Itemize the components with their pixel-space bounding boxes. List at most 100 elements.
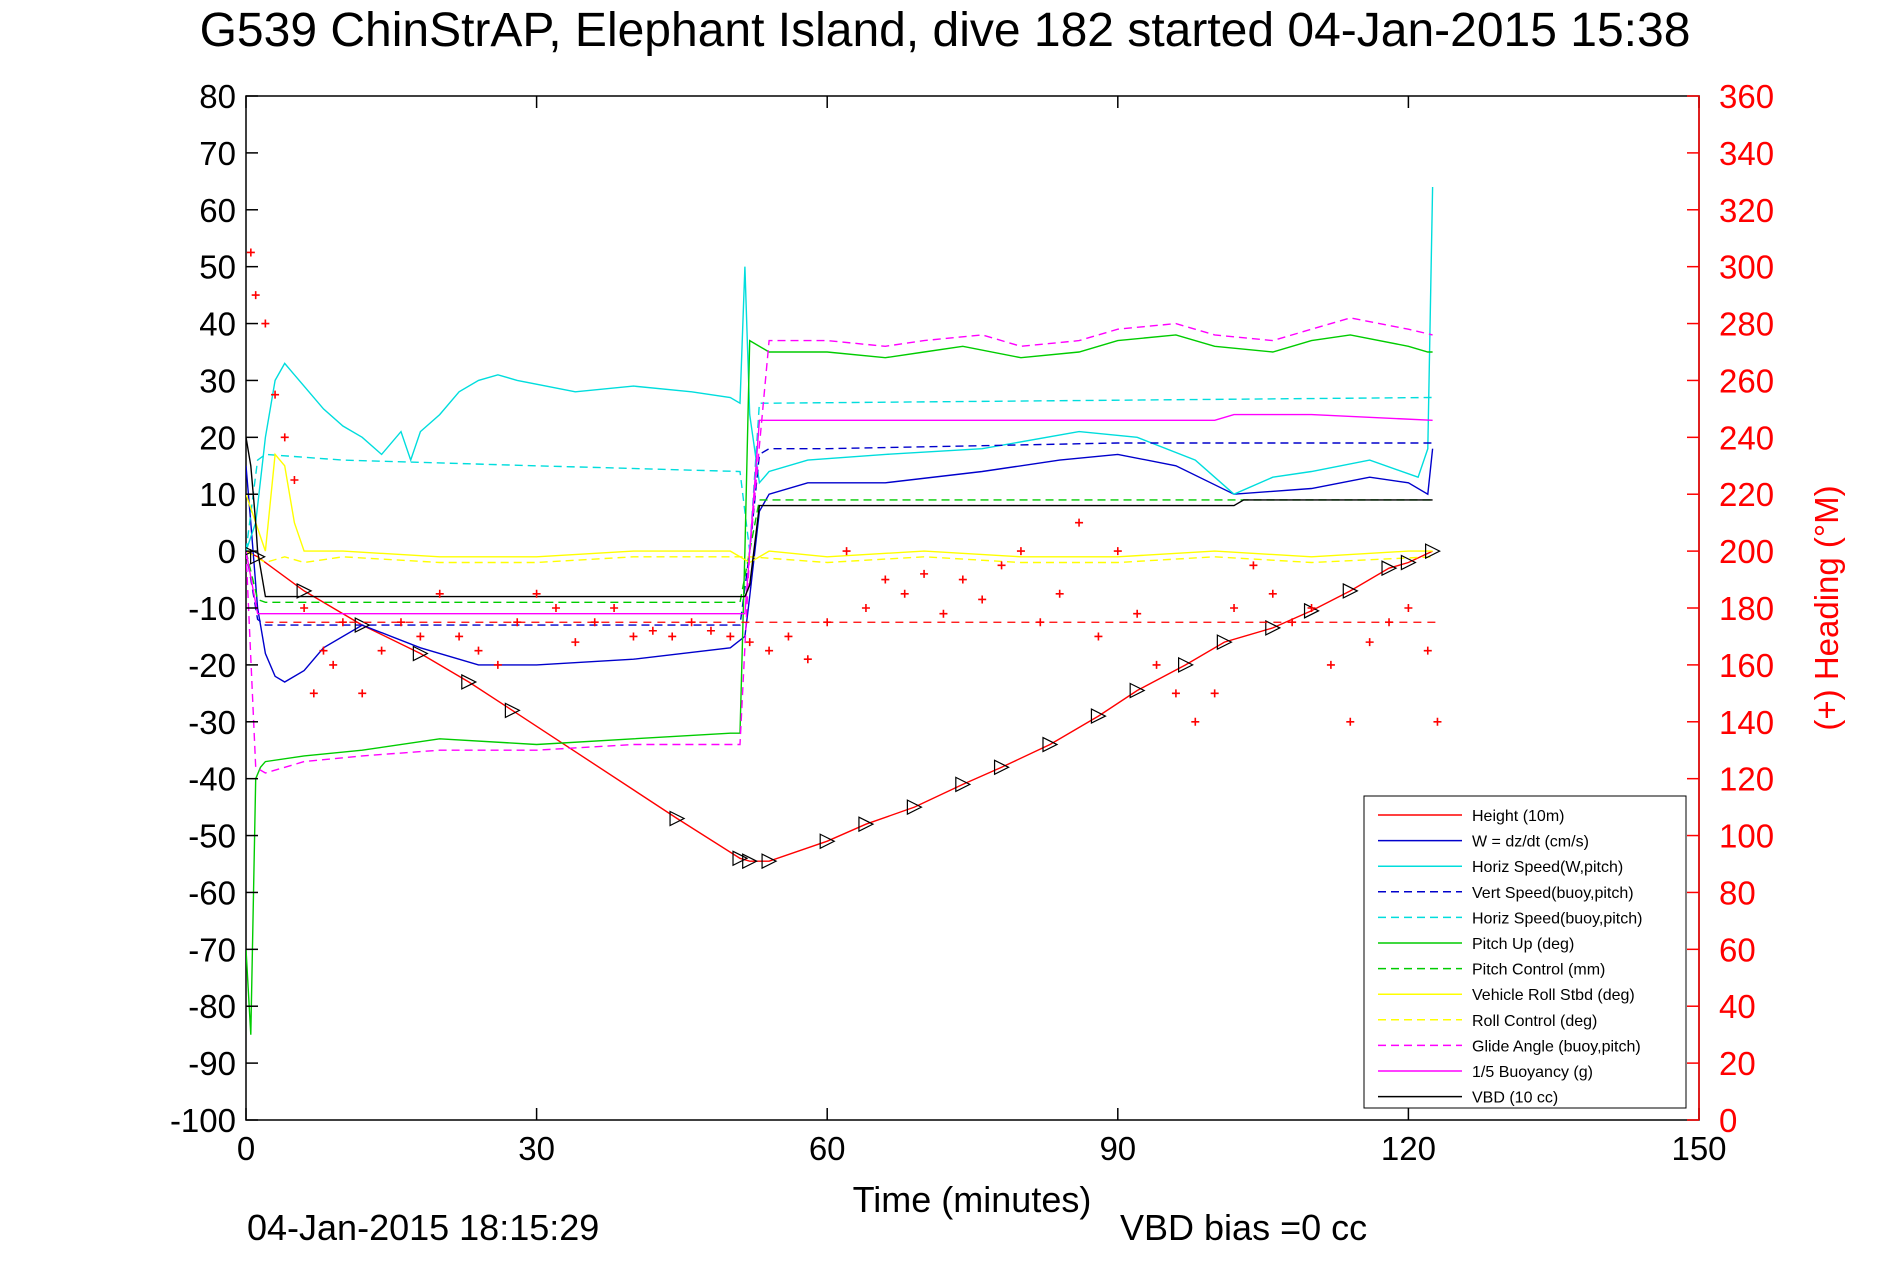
heading-point: [1210, 689, 1219, 698]
y-right-tick-label: 280: [1719, 306, 1774, 343]
y-right-tick-label: 340: [1719, 135, 1774, 172]
chart-title: G539 ChinStrAP, Elephant Island, dive 18…: [200, 4, 1691, 57]
legend-label: Pitch Up (deg): [1472, 936, 1574, 953]
heading-point: [571, 638, 580, 647]
series-pitch-up-deg: [246, 334, 1433, 1035]
height-marker: [858, 816, 875, 833]
height-marker: [993, 759, 1010, 776]
x-tick-label: 30: [518, 1130, 555, 1167]
x-tick-label: 150: [1671, 1130, 1726, 1167]
heading-point: [377, 646, 386, 655]
heading-point: [1404, 604, 1413, 612]
legend-label: W = dz/dt (cm/s): [1472, 834, 1589, 851]
heading-point: [1133, 609, 1142, 618]
y-tick-label: 50: [199, 249, 236, 286]
y-tick-label: -30: [188, 704, 236, 741]
height-marker: [354, 617, 371, 634]
y-tick-label: -90: [188, 1045, 236, 1082]
y-right-tick-label: 300: [1719, 249, 1774, 286]
height-marker: [1425, 543, 1441, 560]
heading-point: [1016, 547, 1025, 556]
y-tick-label: 70: [199, 135, 236, 172]
y-tick-label: -40: [188, 761, 236, 798]
heading-point: [1346, 717, 1355, 726]
y-right-tick-label: 260: [1719, 362, 1774, 399]
y-right-tick-label: 100: [1719, 818, 1774, 855]
heading-point: [881, 575, 890, 584]
heading-point: [706, 626, 715, 635]
series-vbd-10-cc: [246, 437, 1433, 598]
height-marker: [1265, 619, 1282, 636]
heading-point: [745, 638, 754, 647]
y-tick-label: 20: [199, 419, 236, 456]
legend-box: [1363, 795, 1687, 1109]
series-horiz-speed-w-pitch: [246, 186, 1434, 552]
y-right-tick-label: 0: [1719, 1102, 1737, 1139]
heading-point: [958, 575, 967, 584]
height-marker: [1129, 682, 1146, 699]
height-marker: [1178, 656, 1194, 673]
legend-label: Vert Speed(buoy,pitch): [1472, 885, 1634, 902]
heading-point: [648, 626, 657, 635]
heading-point: [842, 547, 851, 556]
series-horiz-speed-buoy-pitch: [246, 396, 1433, 552]
heading-point: [435, 589, 444, 598]
height-marker: [504, 702, 521, 719]
heading-point: [271, 390, 280, 399]
footer-timestamp: 04-Jan-2015 18:15:29: [247, 1207, 599, 1248]
height-marker: [906, 799, 923, 816]
legend: Height (10m) W = dz/dt (cm/s) Horiz Speed(…: [1363, 795, 1687, 1109]
y-right-tick-label: 180: [1719, 590, 1774, 627]
y-tick-label: -70: [188, 931, 236, 968]
height-triangle-markers: [246, 543, 1441, 870]
heading-point: [329, 660, 338, 669]
series-1-5-buoyancy-g: [246, 413, 1433, 615]
heading-point: [309, 689, 318, 698]
heading-point: [1268, 589, 1277, 598]
heading-point: [493, 660, 502, 669]
x-axis-label: Time (minutes): [853, 1179, 1092, 1220]
y-right-tick-label: 40: [1719, 988, 1756, 1025]
y-right-tick-label: 60: [1719, 931, 1756, 968]
legend-label: Vehicle Roll Stbd (deg): [1472, 987, 1635, 1004]
y-tick-label: 10: [199, 476, 236, 513]
y-tick-label: 80: [199, 78, 236, 115]
legend-label: Horiz Speed(W,pitch): [1472, 859, 1623, 876]
height-marker: [296, 582, 313, 599]
footer-vbd-bias: VBD bias =0 cc: [1120, 1207, 1367, 1248]
heading-point: [261, 319, 270, 328]
y-tick-label: -20: [188, 647, 236, 684]
series-w-dz-dt-cm-s: [246, 448, 1434, 683]
heading-point: [861, 604, 870, 612]
height-marker: [412, 645, 429, 662]
heading-point: [532, 589, 541, 598]
series-roll-control-deg: [246, 550, 1433, 564]
heading-point: [455, 632, 464, 641]
height-marker: [761, 853, 778, 870]
heading-point: [629, 632, 638, 641]
y-tick-label: -10: [188, 590, 236, 627]
y-right-tick-label: 360: [1719, 78, 1774, 115]
y-right-tick-label: 240: [1719, 419, 1774, 456]
height-marker: [250, 548, 266, 565]
x-tick-label: 60: [809, 1130, 846, 1167]
x-tick-label: 0: [237, 1130, 255, 1167]
height-marker: [742, 853, 759, 870]
heading-point: [474, 646, 483, 655]
legend-label: VBD (10 cc): [1472, 1090, 1558, 1107]
y-tick-label: -80: [188, 988, 236, 1025]
height-marker: [1216, 634, 1233, 651]
heading-point: [290, 476, 299, 484]
heading-point: [251, 291, 260, 300]
heading-point: [1075, 518, 1084, 527]
heading-point: [668, 632, 677, 641]
heading-point: [280, 433, 289, 442]
heading-point: [1326, 660, 1335, 669]
heading-point: [1152, 660, 1161, 669]
heading-point: [939, 609, 948, 618]
heading-point: [1191, 717, 1200, 726]
series-vehicle-roll-stbd-deg: [246, 452, 1433, 564]
height-marker: [732, 850, 749, 867]
x-tick-label: 120: [1381, 1130, 1436, 1167]
